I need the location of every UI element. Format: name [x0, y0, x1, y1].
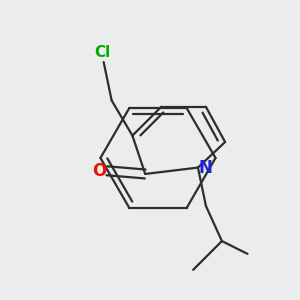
- Text: Cl: Cl: [94, 45, 110, 60]
- Text: N: N: [199, 159, 212, 177]
- Text: O: O: [92, 162, 106, 180]
